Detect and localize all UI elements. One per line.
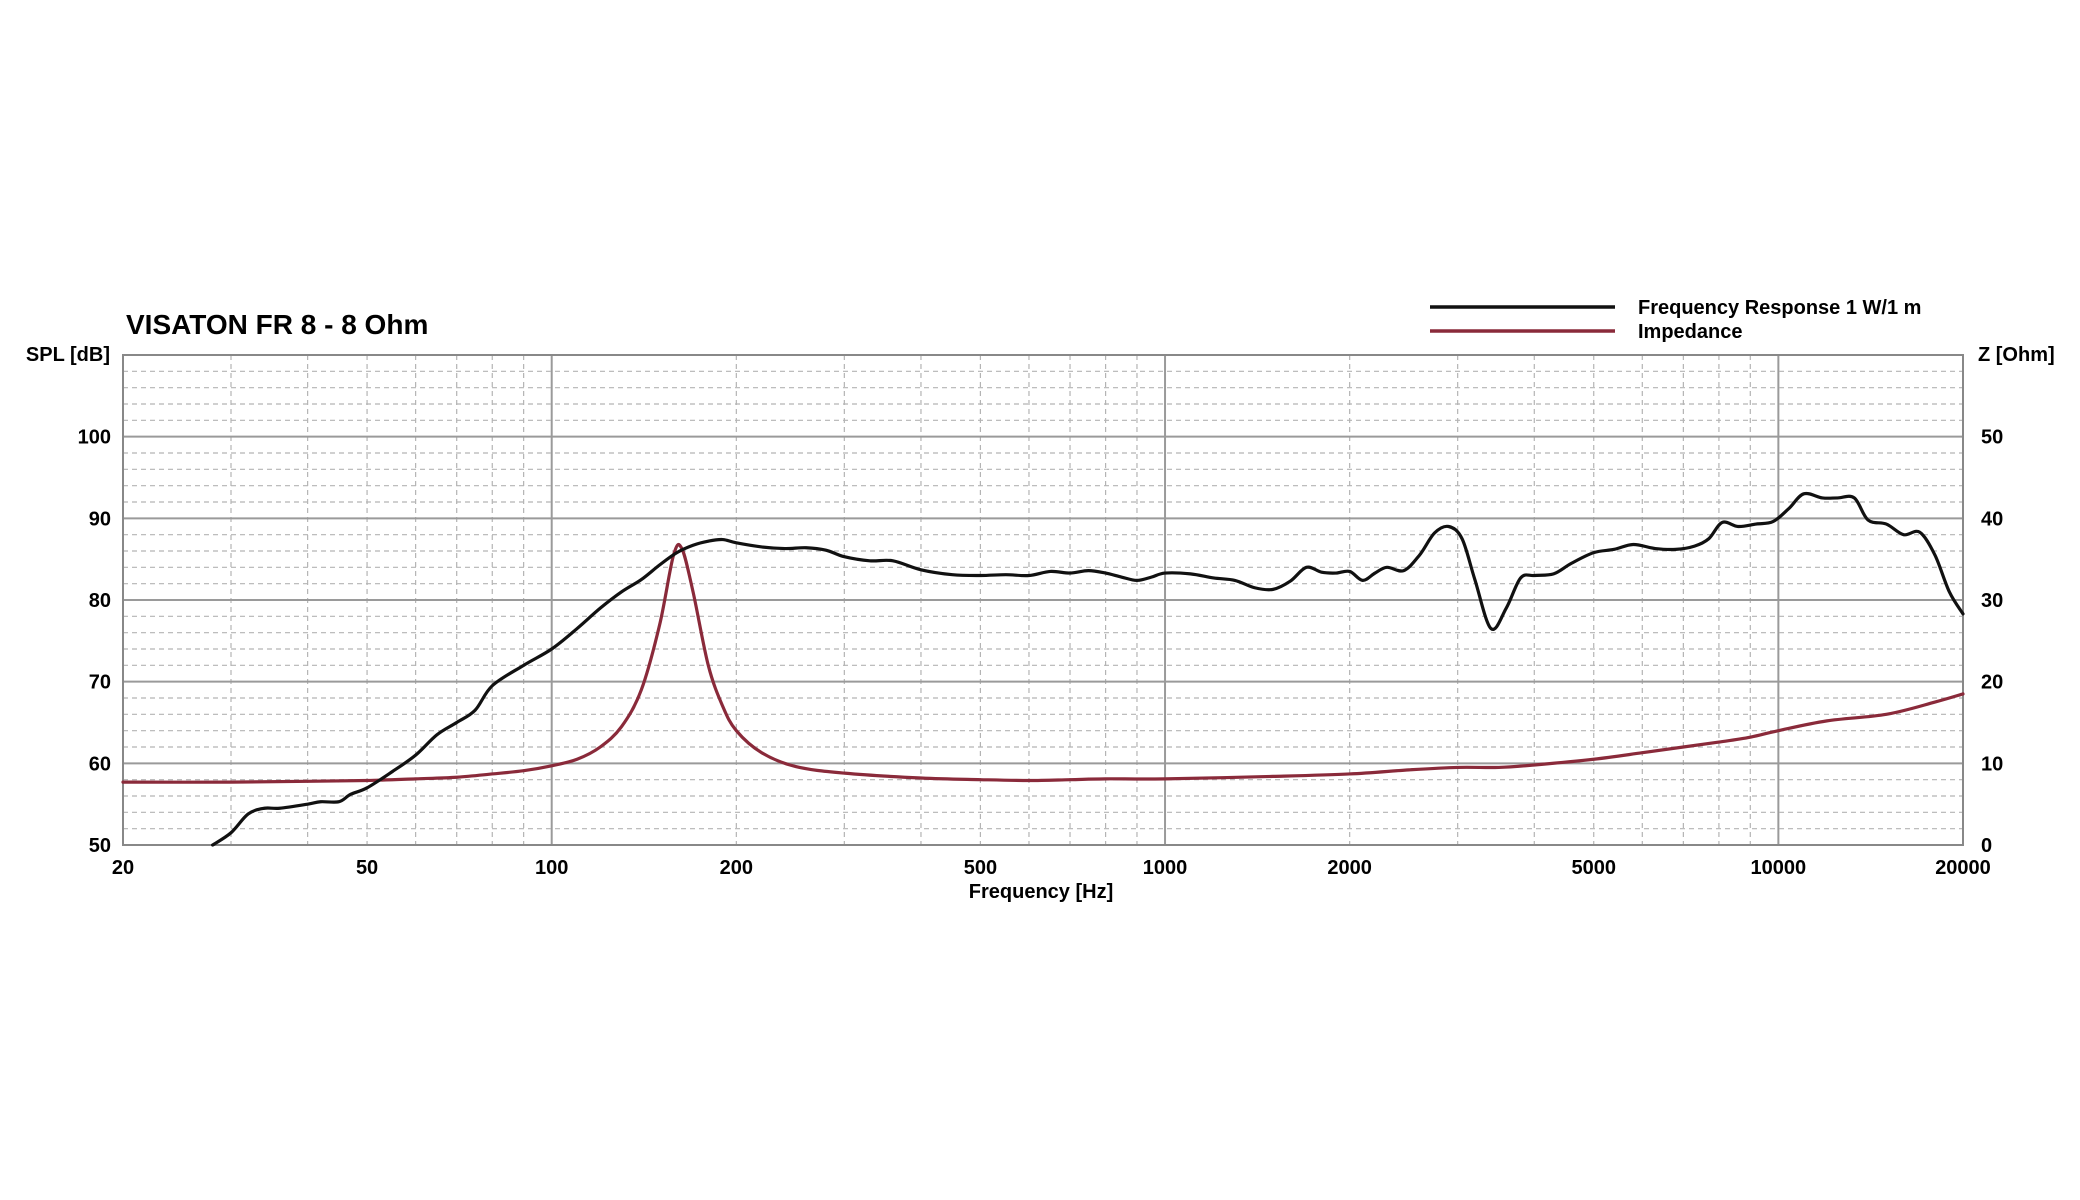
y-left-tick-label: 50 bbox=[89, 835, 111, 857]
x-tick-label: 200 bbox=[720, 857, 753, 879]
x-tick-labels: 20 50 100 200 500 1000 2000 5000 10000 20000 bbox=[112, 857, 1991, 879]
y-right-tick-labels: 0 10 20 30 40 50 bbox=[1981, 427, 2003, 857]
chart-title: VISATON FR 8 - 8 Ohm bbox=[126, 309, 428, 340]
y-right-tick-label: 20 bbox=[1981, 672, 2003, 694]
x-tick-label: 20000 bbox=[1935, 857, 1991, 879]
y-left-tick-label: 70 bbox=[89, 672, 111, 694]
y-left-tick-label: 80 bbox=[89, 590, 111, 612]
y-right-tick-label: 10 bbox=[1981, 753, 2003, 775]
x-tick-label: 5000 bbox=[1571, 857, 1616, 879]
x-tick-label: 20 bbox=[112, 857, 134, 879]
x-tick-label: 1000 bbox=[1143, 857, 1188, 879]
series-layer bbox=[121, 491, 1965, 847]
x-tick-label: 100 bbox=[535, 857, 568, 879]
y-left-tick-label: 100 bbox=[78, 427, 111, 449]
y-axis-left-label: SPL [dB] bbox=[26, 344, 110, 366]
x-tick-label: 50 bbox=[356, 857, 378, 879]
series-line-impedance bbox=[121, 542, 1965, 784]
x-tick-label: 2000 bbox=[1327, 857, 1372, 879]
y-left-tick-label: 60 bbox=[89, 753, 111, 775]
x-axis-label: Frequency [Hz] bbox=[969, 881, 1113, 903]
y-right-tick-label: 30 bbox=[1981, 590, 2003, 612]
plot-frame bbox=[122, 354, 1964, 846]
legend: Frequency Response 1 W/1 m Impedance bbox=[1430, 297, 1921, 343]
y-axis-right-label: Z [Ohm] bbox=[1978, 344, 2055, 366]
y-left-tick-label: 90 bbox=[89, 508, 111, 530]
y-right-tick-label: 50 bbox=[1981, 427, 2003, 449]
legend-label-frequency-response: Frequency Response 1 W/1 m bbox=[1638, 297, 1921, 319]
legend-label-impedance: Impedance bbox=[1638, 321, 1742, 343]
series-line-frequency-response bbox=[211, 491, 1965, 847]
y-right-tick-label: 0 bbox=[1981, 835, 1992, 857]
y-left-tick-labels: 50 60 70 80 90 100 bbox=[78, 427, 111, 857]
grid bbox=[123, 355, 1963, 845]
y-right-tick-label: 40 bbox=[1981, 508, 2003, 530]
x-tick-label: 500 bbox=[964, 857, 997, 879]
x-tick-label: 10000 bbox=[1751, 857, 1807, 879]
